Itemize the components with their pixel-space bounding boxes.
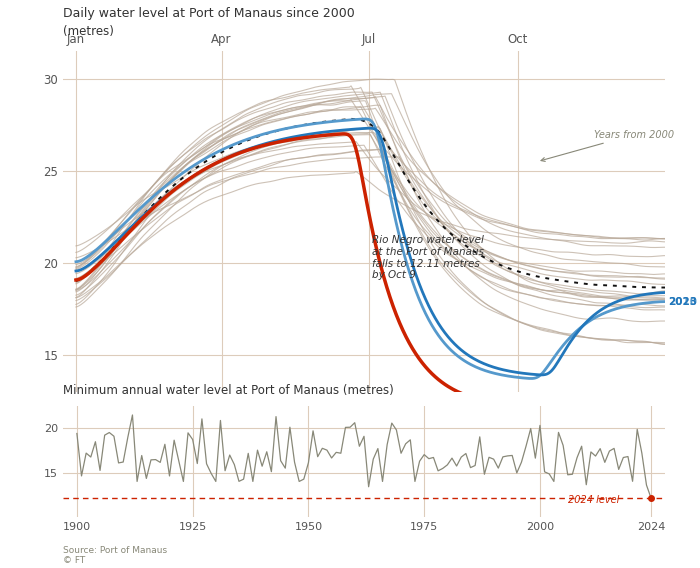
Text: 2023: 2023 — [668, 296, 697, 307]
Text: Years from 2000: Years from 2000 — [541, 130, 674, 161]
Text: 2024 level: 2024 level — [568, 495, 619, 504]
Text: Rio Negro water level
at the Port of Manaus
falls to 12.11 metres
by Oct 9: Rio Negro water level at the Port of Man… — [372, 235, 484, 280]
Text: 2010: 2010 — [668, 296, 697, 307]
Text: (metres): (metres) — [63, 25, 114, 38]
Text: 2024: 2024 — [461, 410, 488, 420]
Text: Source: Port of Manaus
© FT: Source: Port of Manaus © FT — [63, 546, 167, 565]
Text: Minimum annual water level at Port of Manaus (metres): Minimum annual water level at Port of Ma… — [63, 385, 393, 397]
Text: Daily water level at Port of Manaus since 2000: Daily water level at Port of Manaus sinc… — [63, 7, 355, 20]
